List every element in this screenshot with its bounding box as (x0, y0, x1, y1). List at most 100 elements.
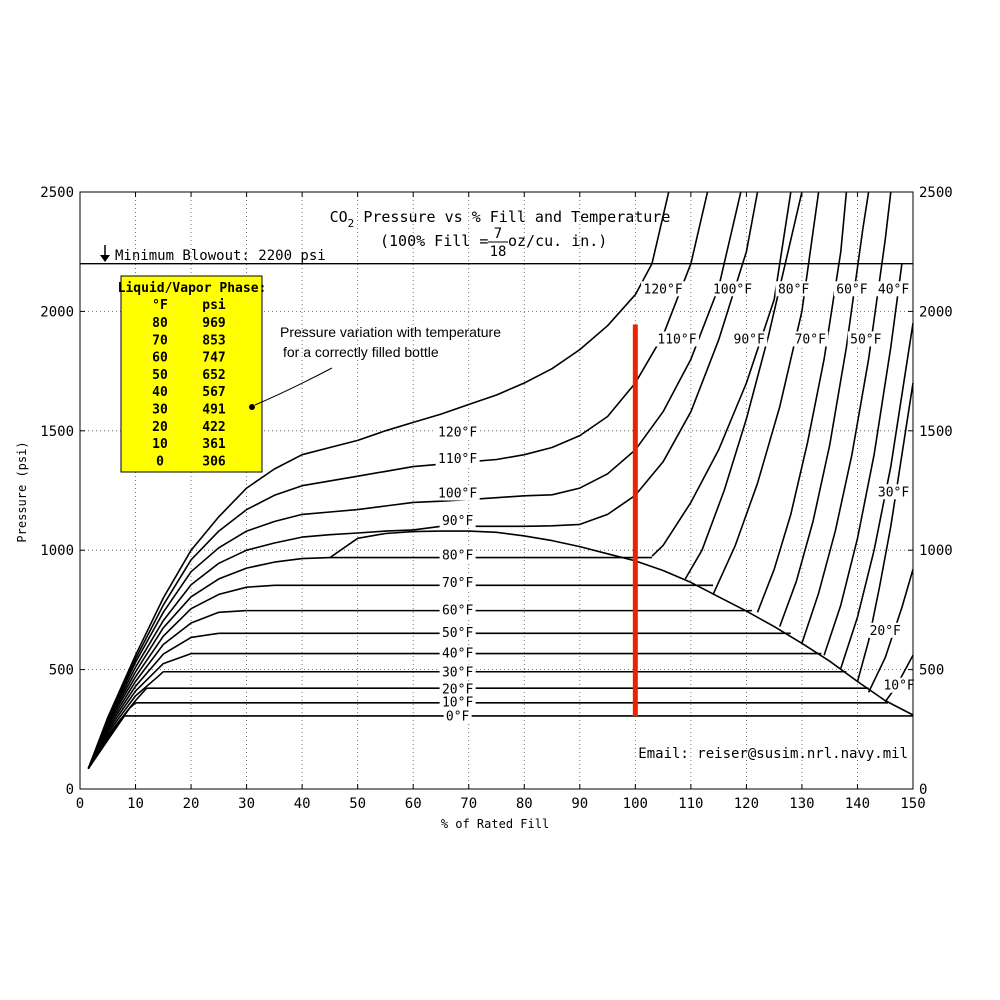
curve-label: 80°F (778, 282, 809, 297)
phase-table-psi: 422 (202, 420, 225, 435)
vapor-curve (87, 556, 330, 770)
x-tick-label: 30 (238, 796, 255, 812)
vapor-curve (87, 609, 247, 770)
annotation-line-1: Pressure variation with temperature (280, 324, 501, 340)
curve-label: 120°F (644, 282, 683, 297)
curve-label: 20°F (442, 682, 473, 697)
curve-label-bg (731, 331, 768, 347)
grid (80, 192, 913, 789)
y-tick-label-left: 2500 (40, 185, 74, 201)
phase-table-rows: 80 969 70 853 60 747 50 652 40 567 30 491 20 422 10 361… (152, 316, 226, 469)
curve-label-bg (435, 424, 480, 440)
curve-label-bg (875, 281, 912, 297)
curve-label: 10°F (442, 695, 473, 710)
curve-label: 0°F (446, 710, 470, 725)
phase-table-temp: 50 (152, 368, 168, 383)
x-tick-label: 150 (900, 796, 925, 812)
subtitle-fraction-denominator: 18 (490, 244, 507, 260)
phase-table-psi: 747 (202, 351, 225, 366)
curve-label-bg (439, 602, 476, 618)
phase-table-temp: 30 (152, 403, 168, 418)
phase-table-psi: 491 (202, 403, 226, 418)
vapor-curve (87, 584, 275, 770)
annotation-pointer (254, 367, 333, 406)
vapor-curve (87, 465, 414, 769)
curve-label: 30°F (878, 485, 909, 500)
curve-label-bg (443, 708, 472, 724)
reference-label: Minimum Blowout: 2200 psi (115, 248, 326, 264)
y-tick-label-right: 0 (919, 782, 927, 798)
curve-label: 50°F (850, 332, 881, 347)
liquid-curve (651, 191, 792, 557)
curve-label: 120°F (438, 426, 477, 441)
annotation-line-2: for a correctly filled bottle (283, 344, 439, 360)
x-tick-label: 70 (460, 796, 477, 812)
x-tick-label: 80 (516, 796, 533, 812)
y-tick-label-left: 1000 (40, 543, 74, 559)
x-tick-label: 60 (405, 796, 422, 812)
curve-label-bg (439, 664, 476, 680)
curve-label: 60°F (442, 603, 473, 618)
x-tick-label: 140 (845, 796, 870, 812)
phase-table-temp: 40 (152, 385, 168, 400)
annotation-dot (249, 404, 255, 410)
vapor-curve (87, 671, 164, 770)
x-tick-label: 50 (349, 796, 366, 812)
chart-title: CO2 Pressure vs % Fill and Temperature (330, 208, 671, 230)
chart-subtitle: (100% Fill = (380, 232, 488, 250)
curve-label: 70°F (795, 332, 826, 347)
liquid-curve (684, 191, 803, 580)
liquid-curve (856, 382, 914, 682)
vapor-curve (87, 632, 219, 770)
two-phase-curve (412, 191, 670, 424)
curve-label-bg (439, 575, 476, 591)
curve-label-bg (439, 645, 476, 661)
curve-label-bg (439, 694, 476, 710)
curve-labels: 120°F 110°F 100°F 90°F 80°F 70°F 60°F 50°F 40°F 3… (435, 281, 918, 725)
x-tick-label: 130 (789, 796, 814, 812)
curve-label: 110°F (438, 452, 477, 467)
phase-table-temp: 10 (152, 437, 168, 452)
x-tick-label: 110 (678, 796, 703, 812)
curve-label-bg (867, 622, 904, 638)
y-tick-label-left: 0 (66, 782, 74, 798)
y-axis-label: Pressure (psi) (15, 441, 29, 542)
down-arrow-icon (100, 245, 110, 262)
curve-label: 40°F (442, 646, 473, 661)
phase-table-temp: 70 (152, 333, 168, 348)
phase-table-temp: 80 (152, 316, 168, 331)
curve-label: 100°F (438, 486, 477, 501)
plot-frame (79, 191, 914, 790)
curve-label: 40°F (878, 282, 909, 297)
x-axis-label: % of Rated Fill (441, 817, 549, 831)
phase-table-title: Liquid/Vapor Phase: (118, 281, 267, 296)
vapor-curve (87, 715, 126, 770)
phase-table-col-psi: psi (202, 298, 226, 313)
phase-table: Liquid/Vapor Phase: °F psi 80 969 70 853 60 7… (118, 275, 267, 473)
curve-label: 110°F (657, 332, 696, 347)
liquid-curve (778, 191, 870, 627)
curve-label-bg (881, 677, 918, 693)
y-tick-label-left: 1500 (40, 424, 74, 440)
x-tick-label: 10 (127, 796, 144, 812)
y-tick-label-right: 2500 (919, 185, 953, 201)
chart-subtitle-suffix: oz/cu. in.) (508, 232, 607, 250)
x-tick-label: 120 (734, 796, 759, 812)
phase-table-psi: 567 (202, 385, 225, 400)
phase-table-temp: 60 (152, 351, 168, 366)
curve-label: 20°F (870, 624, 901, 639)
curve-label-bg (439, 547, 476, 563)
curve-label: 60°F (836, 282, 867, 297)
vapor-curve (87, 501, 414, 769)
curve-label-bg (710, 281, 755, 297)
x-tick-label: 40 (294, 796, 311, 812)
y-tick-label-right: 2000 (919, 304, 953, 320)
curve-label: 10°F (883, 679, 914, 694)
phase-table-col-temp: °F (152, 298, 168, 313)
y-tick-label-right: 1000 (919, 543, 953, 559)
liquid-curve (840, 323, 914, 669)
y-tick-label-left: 2000 (40, 304, 74, 320)
reference-layer (80, 262, 913, 717)
curve-label-bg (847, 331, 884, 347)
